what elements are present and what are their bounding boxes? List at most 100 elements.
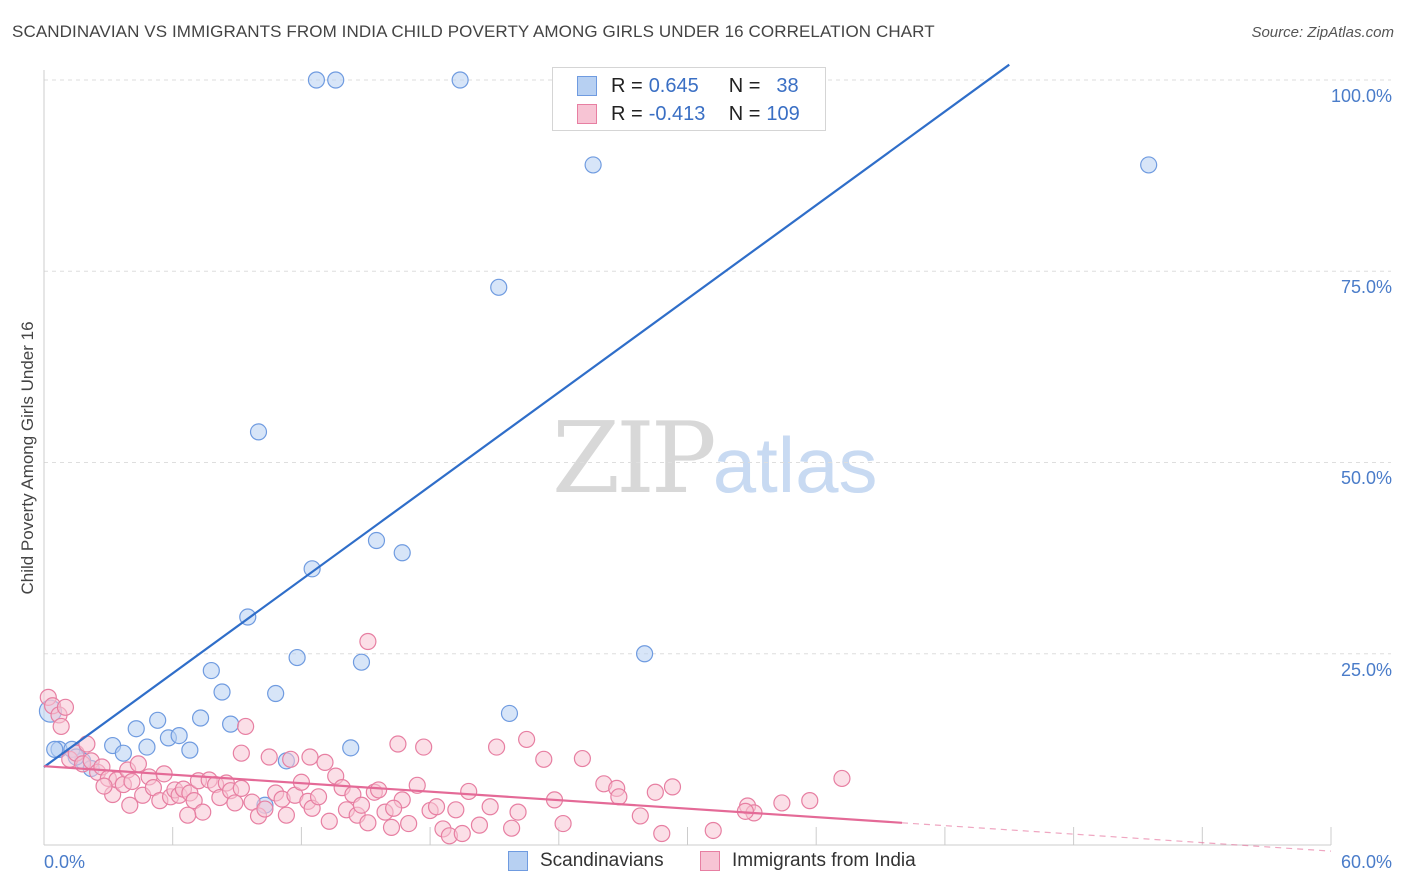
india-point: [320, 812, 338, 830]
india-point: [260, 748, 278, 766]
india-point: [129, 755, 147, 773]
scandinavian-point: [46, 740, 64, 758]
india-point: [370, 781, 388, 799]
india-point: [509, 803, 527, 821]
india-point: [773, 794, 791, 812]
series-legend-scandinavians[interactable]: Scandinavians: [508, 850, 664, 872]
legend-n-value: 38: [776, 74, 799, 97]
scandinavian-point: [307, 71, 326, 89]
x-tick-label-max: 60.0%: [1340, 852, 1392, 872]
legend-r-value: -0.413: [648, 102, 706, 125]
scandinavian-point: [352, 653, 371, 671]
correlation-legend: R = 0.645 N = 38 R = -0.413 N = 109: [552, 67, 826, 131]
scandinavian-point: [393, 544, 411, 562]
india-trend-line: [43, 765, 903, 824]
scandinavian-point: [149, 711, 167, 729]
india-point: [487, 738, 506, 756]
india-point: [460, 782, 478, 801]
legend-swatch-pink: [577, 104, 597, 124]
india-point: [389, 735, 407, 753]
india-point: [179, 806, 197, 824]
india-point: [121, 796, 139, 814]
india-point: [518, 730, 536, 749]
legend-r-label: R =: [611, 102, 643, 125]
india-point: [78, 735, 96, 753]
scandinavian-point: [202, 661, 220, 680]
india-point: [481, 798, 499, 816]
scandinavian-point: [303, 560, 321, 578]
scandinavian-point: [222, 715, 240, 733]
india-point: [408, 776, 426, 794]
series-legend-label: Immigrants from India: [732, 850, 916, 871]
india-point: [226, 794, 244, 812]
india-point: [833, 769, 851, 788]
source-credit: Source: ZipAtlas.com: [1251, 24, 1394, 41]
india-point: [610, 788, 628, 806]
india-point: [52, 717, 70, 736]
legend-n-label: N =: [728, 74, 761, 97]
india-point: [453, 824, 471, 843]
legend-r-label: R =: [611, 74, 643, 97]
scandinavian-trend-line: [43, 63, 1010, 768]
watermark-zip: ZIP: [552, 402, 717, 516]
y-tick-label-100: 100.0%: [1330, 86, 1392, 106]
y-axis-label: Child Poverty Among Girls Under 16: [18, 321, 37, 595]
india-point: [352, 796, 371, 814]
india-point: [282, 750, 300, 768]
scandinavian-point: [181, 741, 199, 759]
india-point: [503, 819, 521, 837]
india-point: [554, 814, 572, 833]
india-point: [573, 749, 591, 768]
scandinavian-point: [191, 709, 210, 727]
y-tick-label-75: 75.0%: [1340, 277, 1392, 297]
india-point: [237, 717, 255, 736]
india-point: [123, 772, 141, 791]
y-tick-label-25: 25.0%: [1340, 660, 1392, 680]
india-trend-extrapolation: [901, 822, 1332, 852]
india-point: [653, 824, 671, 843]
india-point: [256, 800, 274, 818]
india-point: [95, 777, 113, 795]
watermark-atlas: atlas: [712, 421, 878, 509]
scandinavian-point: [584, 156, 602, 174]
scandinavian-point: [367, 531, 386, 550]
scandinavian-point: [127, 720, 145, 738]
scandinavian-point: [1140, 156, 1158, 174]
india-point: [382, 818, 401, 837]
y-tick-label-50: 50.0%: [1340, 468, 1392, 488]
scandinavian-point: [500, 704, 519, 723]
india-point: [385, 799, 403, 817]
india-point: [427, 798, 446, 816]
india-point: [56, 698, 75, 716]
watermark: ZIPatlas: [552, 402, 878, 516]
scandinavian-point: [267, 684, 285, 703]
scandinavian-point: [213, 683, 231, 701]
india-point: [447, 801, 465, 819]
india-point: [400, 814, 418, 833]
india-point: [309, 788, 328, 806]
india-point: [301, 748, 319, 766]
series-legend-label: Scandinavians: [540, 850, 664, 871]
india-point: [663, 778, 682, 796]
india-point: [185, 792, 203, 810]
india-point: [232, 779, 250, 797]
india-point: [232, 744, 250, 762]
india-point: [359, 632, 377, 651]
series-legend-india[interactable]: Immigrants from India: [700, 850, 916, 872]
scandinavian-point: [170, 727, 188, 745]
series-swatch-pink: [700, 851, 720, 871]
legend-row-india: R = -0.413 N = 109: [577, 101, 800, 127]
scandinavian-point: [249, 423, 268, 441]
india-point: [470, 816, 489, 834]
india-point: [801, 792, 819, 810]
legend-swatch-blue: [577, 76, 597, 96]
india-point: [316, 753, 334, 771]
india-point: [415, 738, 433, 756]
legend-n-value: 109: [766, 102, 800, 125]
legend-r-value: 0.645: [648, 74, 699, 97]
legend-n-label: N =: [728, 102, 761, 125]
india-point: [359, 814, 377, 832]
india-point: [704, 821, 722, 840]
x-tick-label-min: 0.0%: [44, 852, 86, 872]
